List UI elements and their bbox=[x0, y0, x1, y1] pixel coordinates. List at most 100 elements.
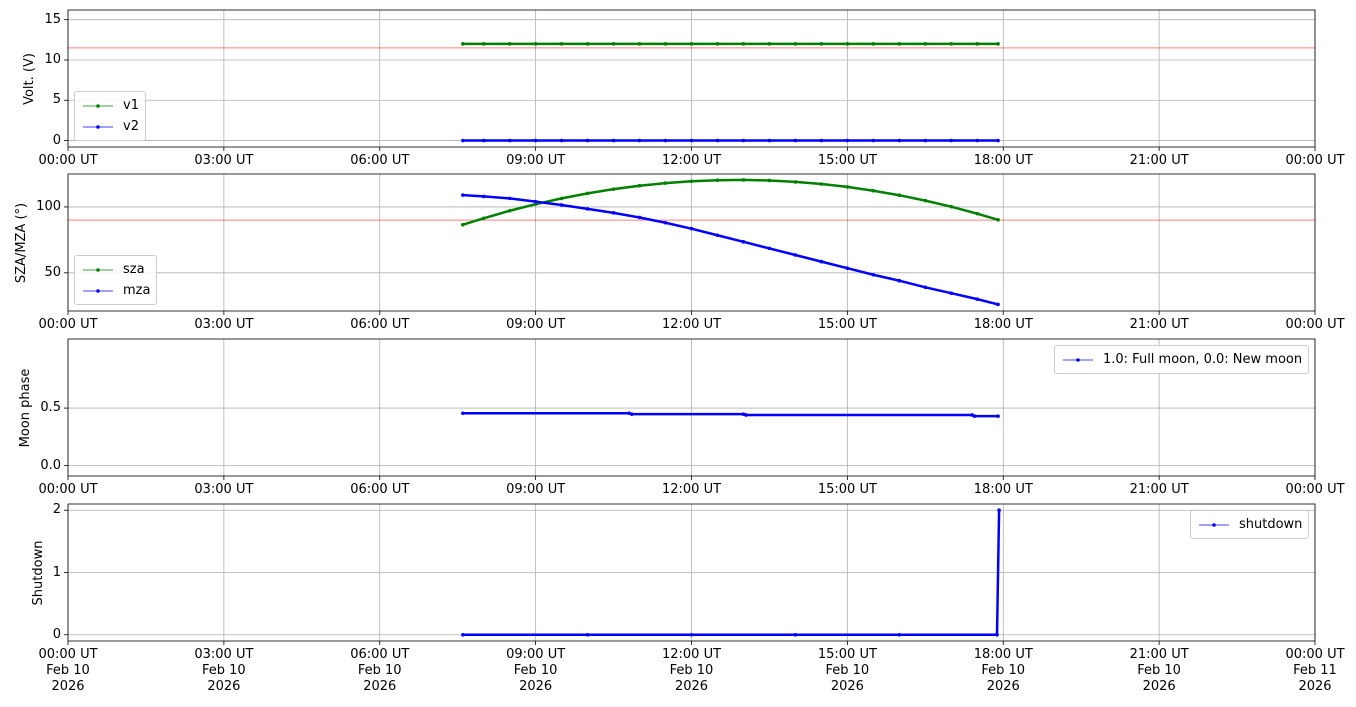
legend-label: v2 bbox=[123, 119, 139, 134]
data-point bbox=[975, 138, 980, 143]
data-point bbox=[871, 138, 876, 143]
data-point bbox=[923, 198, 928, 203]
x-tick-label: 12:00 UT bbox=[661, 153, 722, 168]
data-point bbox=[744, 413, 748, 417]
data-point bbox=[996, 302, 1000, 307]
data-point bbox=[637, 138, 642, 143]
axes-frame bbox=[67, 9, 1316, 148]
y-tick-label: 50 bbox=[44, 264, 61, 280]
x-tick-label: 03:00 UT bbox=[194, 482, 254, 497]
x-tick-label: 09:00 UT bbox=[506, 482, 566, 497]
x-tick-label: 00:00 UT Feb 10 2026 bbox=[38, 647, 98, 694]
data-point bbox=[637, 183, 642, 188]
data-point bbox=[767, 138, 772, 143]
axes-frame bbox=[67, 338, 1316, 477]
x-tick-label: 00:00 UT bbox=[38, 153, 98, 168]
data-point bbox=[559, 138, 564, 143]
data-point bbox=[533, 202, 538, 206]
x-tick-label: 18:00 UT bbox=[973, 153, 1033, 168]
data-point bbox=[819, 138, 824, 143]
data-point bbox=[611, 138, 616, 143]
y-tick-label: 0.0 bbox=[40, 457, 61, 473]
x-tick-label: 12:00 UT bbox=[661, 317, 722, 332]
legend-entry: v1 bbox=[81, 95, 139, 116]
x-tick-label: 06:00 UT Feb 10 2026 bbox=[350, 647, 410, 694]
data-point bbox=[689, 179, 694, 184]
data-point bbox=[637, 42, 642, 46]
data-point bbox=[949, 291, 954, 296]
x-tick-label: 03:00 UT bbox=[194, 317, 254, 332]
data-point bbox=[741, 178, 746, 182]
x-tick-label: 06:00 UT bbox=[350, 153, 410, 168]
data-point bbox=[975, 211, 980, 216]
x-tick-label: 21:00 UT bbox=[1129, 482, 1189, 497]
data-point bbox=[897, 138, 902, 143]
data-point bbox=[461, 42, 465, 46]
data-point bbox=[637, 215, 642, 220]
data-point bbox=[461, 411, 465, 416]
data-point bbox=[767, 178, 772, 183]
data-point bbox=[949, 204, 954, 209]
legend-marker bbox=[1212, 522, 1216, 527]
data-point bbox=[845, 266, 850, 270]
x-tick-label: 00:00 UT bbox=[1285, 482, 1345, 497]
data-point bbox=[793, 42, 798, 46]
data-point bbox=[996, 218, 1000, 222]
data-point bbox=[663, 181, 668, 185]
legend-marker bbox=[96, 288, 100, 293]
legend-swatch bbox=[83, 124, 113, 129]
data-point bbox=[741, 138, 746, 143]
data-point bbox=[481, 42, 486, 46]
data-point bbox=[585, 632, 590, 637]
legend-swatch bbox=[83, 267, 113, 272]
x-tick-label: 03:00 UT Feb 10 2026 bbox=[194, 647, 254, 694]
data-point bbox=[481, 194, 486, 199]
data-point bbox=[507, 208, 512, 213]
legend-label: v1 bbox=[123, 98, 139, 113]
y-tick-label: 100 bbox=[36, 198, 61, 214]
x-tick-label: 09:00 UT bbox=[506, 317, 566, 332]
data-point bbox=[923, 42, 928, 46]
data-point bbox=[793, 180, 798, 184]
data-point bbox=[507, 42, 512, 46]
data-point bbox=[819, 259, 824, 264]
x-tick-label: 18:00 UT bbox=[973, 482, 1033, 497]
legend-marker bbox=[1076, 357, 1080, 362]
legend-marker bbox=[96, 267, 100, 272]
data-point bbox=[533, 42, 538, 46]
legend-swatch bbox=[83, 103, 113, 108]
x-tick-label: 21:00 UT bbox=[1129, 317, 1189, 332]
x-tick-label: 12:00 UT Feb 10 2026 bbox=[661, 647, 722, 694]
x-tick-label: 00:00 UT bbox=[38, 317, 98, 332]
data-point bbox=[715, 42, 720, 46]
y-axis-label: Shutdown bbox=[31, 540, 46, 605]
axes-frame bbox=[67, 173, 1316, 312]
data-point bbox=[741, 240, 746, 244]
data-point bbox=[996, 414, 1000, 418]
x-tick-label: 15:00 UT bbox=[817, 482, 877, 497]
data-point bbox=[461, 138, 465, 143]
data-point bbox=[715, 178, 720, 182]
data-line bbox=[462, 178, 999, 226]
y-tick-label: 0.5 bbox=[40, 400, 61, 416]
legend-entry: sza bbox=[81, 259, 150, 280]
legend-label: mza bbox=[123, 283, 151, 298]
legend: shutdown bbox=[1190, 510, 1310, 539]
data-point bbox=[793, 632, 798, 637]
data-point bbox=[715, 138, 720, 143]
legend-label: shutdown bbox=[1239, 517, 1303, 532]
x-tick-label: 00:00 UT bbox=[1285, 317, 1345, 332]
y-tick-label: 2 bbox=[52, 502, 61, 518]
data-point bbox=[897, 278, 902, 283]
data-point bbox=[819, 182, 824, 186]
x-tick-label: 21:00 UT bbox=[1129, 153, 1189, 168]
data-point bbox=[689, 632, 694, 637]
data-point bbox=[663, 138, 668, 143]
data-point bbox=[559, 203, 564, 207]
data-point bbox=[585, 191, 590, 196]
data-point bbox=[481, 216, 486, 221]
data-point bbox=[663, 220, 668, 225]
data-point bbox=[767, 42, 772, 46]
